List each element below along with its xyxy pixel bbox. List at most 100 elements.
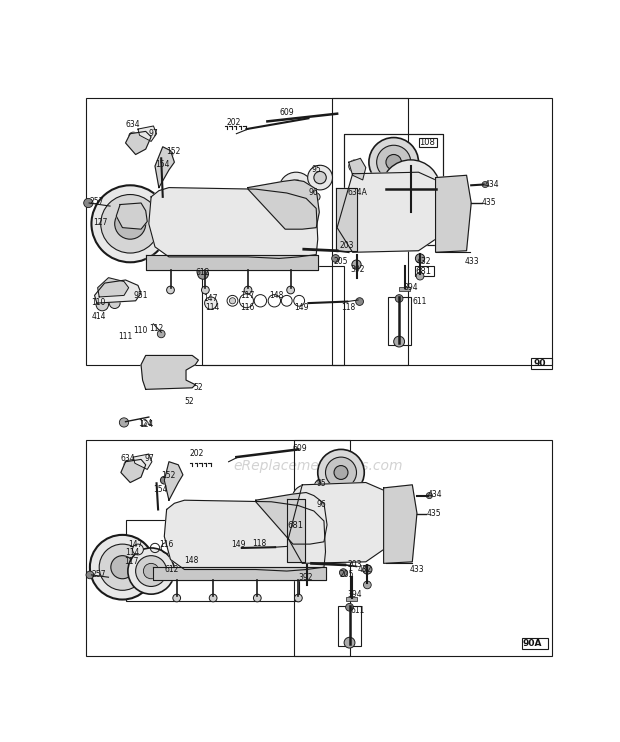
- Circle shape: [294, 594, 303, 602]
- Polygon shape: [286, 499, 306, 562]
- Circle shape: [169, 567, 180, 578]
- Circle shape: [291, 508, 301, 519]
- Circle shape: [316, 502, 323, 510]
- Circle shape: [292, 485, 320, 513]
- Text: 634: 634: [125, 120, 140, 129]
- Circle shape: [124, 460, 133, 470]
- Bar: [86, 98, 408, 365]
- Polygon shape: [248, 180, 319, 229]
- Text: 951: 951: [133, 291, 148, 300]
- Text: 96: 96: [316, 500, 326, 509]
- Circle shape: [119, 291, 129, 300]
- Text: 90A: 90A: [522, 639, 542, 648]
- Circle shape: [210, 594, 217, 602]
- Bar: [338, 605, 361, 646]
- Circle shape: [314, 171, 326, 184]
- Circle shape: [164, 367, 177, 378]
- Circle shape: [381, 160, 440, 218]
- Bar: [418, 137, 437, 147]
- Circle shape: [198, 269, 208, 279]
- Circle shape: [173, 594, 180, 602]
- Text: 111: 111: [118, 332, 132, 341]
- Bar: [86, 440, 350, 656]
- Circle shape: [341, 230, 352, 240]
- Circle shape: [356, 298, 363, 306]
- Bar: [388, 297, 410, 345]
- Polygon shape: [121, 459, 146, 482]
- Circle shape: [128, 548, 174, 594]
- Text: 612: 612: [195, 268, 210, 277]
- Text: 394: 394: [347, 591, 362, 600]
- Text: 681: 681: [415, 267, 432, 276]
- Text: 116: 116: [159, 540, 173, 549]
- Circle shape: [133, 544, 143, 555]
- Circle shape: [346, 603, 353, 611]
- Circle shape: [100, 194, 159, 253]
- Text: 414: 414: [92, 312, 106, 321]
- Text: 432: 432: [358, 565, 373, 574]
- Text: 114: 114: [205, 303, 219, 312]
- Circle shape: [369, 137, 418, 187]
- Circle shape: [136, 556, 167, 586]
- Text: 434: 434: [484, 180, 499, 189]
- Text: 118: 118: [252, 539, 266, 548]
- Text: 90: 90: [533, 359, 546, 368]
- Bar: [399, 287, 410, 291]
- Circle shape: [279, 172, 313, 206]
- Circle shape: [446, 231, 456, 240]
- Text: 612: 612: [164, 565, 179, 574]
- Text: 257: 257: [90, 197, 104, 206]
- Circle shape: [319, 482, 329, 493]
- Circle shape: [317, 450, 365, 496]
- Polygon shape: [149, 188, 317, 258]
- Text: 435: 435: [427, 509, 441, 518]
- Circle shape: [92, 186, 169, 262]
- Text: 611: 611: [350, 605, 365, 614]
- Text: 97: 97: [149, 129, 159, 138]
- Circle shape: [352, 260, 361, 269]
- Text: 394: 394: [403, 283, 418, 292]
- Circle shape: [205, 297, 217, 309]
- Text: 117: 117: [241, 291, 255, 300]
- Text: 117: 117: [124, 557, 138, 566]
- Text: 152: 152: [161, 471, 175, 480]
- Text: 257: 257: [92, 570, 106, 579]
- Bar: [531, 358, 552, 369]
- Circle shape: [416, 272, 424, 280]
- Text: 202: 202: [226, 118, 241, 128]
- Circle shape: [312, 193, 320, 200]
- Text: 124: 124: [140, 420, 154, 429]
- Text: 124: 124: [138, 418, 153, 427]
- Circle shape: [96, 298, 108, 311]
- Polygon shape: [146, 255, 317, 270]
- Polygon shape: [138, 126, 156, 142]
- Text: 433: 433: [465, 257, 480, 266]
- Polygon shape: [141, 355, 198, 390]
- Text: 148: 148: [270, 291, 284, 300]
- Text: 611: 611: [412, 297, 427, 306]
- Circle shape: [415, 254, 425, 263]
- Circle shape: [482, 182, 489, 188]
- Circle shape: [394, 336, 404, 347]
- Circle shape: [446, 191, 456, 200]
- Circle shape: [340, 569, 347, 577]
- Polygon shape: [155, 147, 174, 188]
- Text: 154: 154: [153, 485, 168, 494]
- Polygon shape: [384, 485, 417, 563]
- Circle shape: [285, 543, 292, 551]
- Text: 52: 52: [185, 397, 194, 406]
- Circle shape: [90, 535, 155, 600]
- Polygon shape: [164, 500, 326, 571]
- Text: 116: 116: [241, 303, 255, 312]
- Text: 110: 110: [92, 298, 106, 307]
- Circle shape: [341, 197, 352, 209]
- Circle shape: [229, 298, 236, 304]
- Polygon shape: [117, 203, 148, 229]
- Circle shape: [111, 556, 134, 579]
- Text: 148: 148: [185, 556, 199, 565]
- Circle shape: [326, 457, 356, 488]
- Text: 114: 114: [125, 548, 140, 557]
- Text: 203: 203: [347, 559, 361, 568]
- Circle shape: [348, 160, 361, 172]
- Circle shape: [446, 211, 456, 220]
